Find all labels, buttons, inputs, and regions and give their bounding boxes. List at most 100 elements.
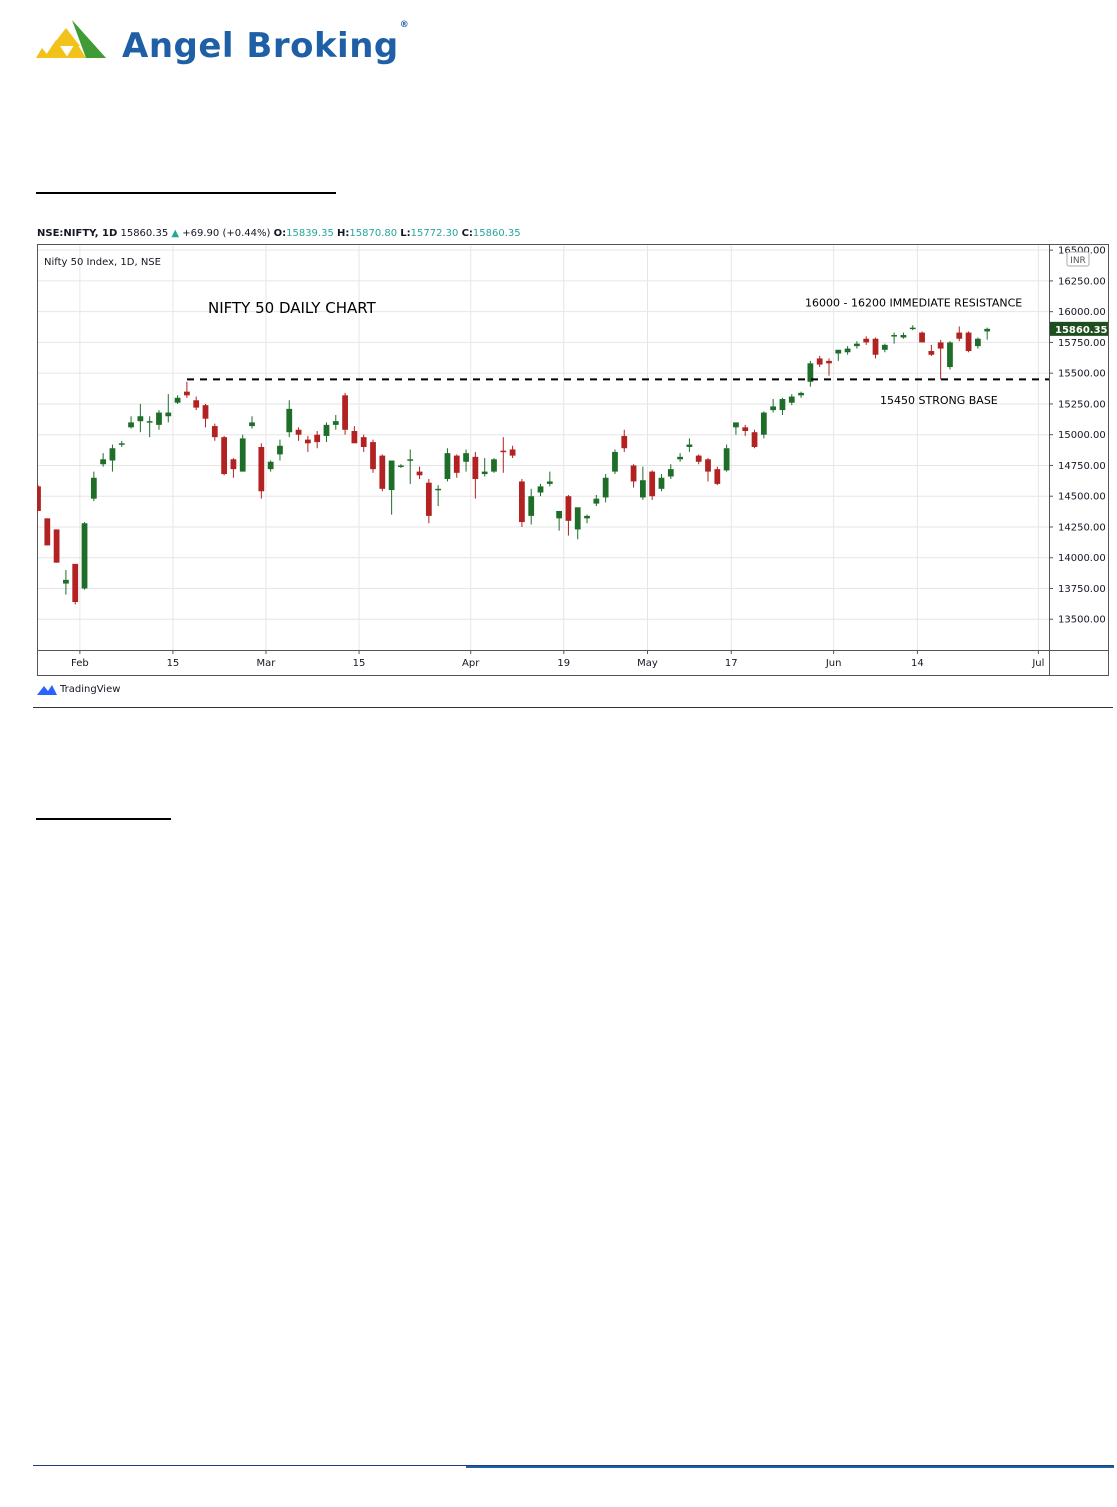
candle bbox=[165, 394, 172, 423]
candle-body bbox=[723, 448, 730, 471]
candle bbox=[974, 337, 981, 349]
nifty-candlestick-chart[interactable]: Nifty 50 Index, 1D, NSE NIFTY 50 DAILY C… bbox=[37, 244, 1109, 676]
chart-title: NIFTY 50 DAILY CHART bbox=[208, 299, 377, 317]
support-annotation: 15450 STRONG BASE bbox=[880, 394, 998, 407]
candle bbox=[937, 339, 944, 380]
candle-body bbox=[658, 477, 665, 489]
candle-body bbox=[751, 432, 758, 447]
open-label: O: bbox=[273, 228, 287, 239]
candle-body bbox=[965, 332, 972, 352]
candle-body bbox=[491, 459, 497, 472]
x-tick-label: 19 bbox=[557, 658, 570, 669]
candle-body bbox=[686, 444, 693, 447]
candle bbox=[854, 341, 860, 349]
y-tick-label: 14750.00 bbox=[1058, 461, 1106, 472]
candle-body bbox=[835, 349, 842, 354]
candle bbox=[593, 494, 600, 507]
candle bbox=[277, 439, 283, 461]
candle-body bbox=[649, 471, 656, 497]
candle bbox=[267, 460, 274, 472]
candle bbox=[137, 403, 144, 433]
candle bbox=[816, 355, 823, 368]
candle-body bbox=[314, 434, 321, 443]
high-label: H: bbox=[337, 228, 350, 239]
candle bbox=[44, 518, 51, 546]
last-price-label: 15860.35 bbox=[1055, 325, 1108, 336]
candle-body bbox=[984, 328, 991, 332]
candle bbox=[602, 474, 609, 503]
candle-body bbox=[472, 456, 479, 479]
candle-body bbox=[174, 397, 181, 403]
candle-body bbox=[444, 453, 451, 479]
candle-body bbox=[304, 439, 311, 444]
x-tick-label: 17 bbox=[725, 658, 738, 669]
candle-body bbox=[537, 486, 544, 493]
candle bbox=[63, 570, 69, 595]
x-tick-label: Mar bbox=[257, 658, 277, 669]
candle bbox=[472, 451, 479, 499]
candle bbox=[621, 429, 628, 452]
candle-body bbox=[398, 465, 404, 467]
section-rule-top bbox=[36, 192, 336, 194]
candle bbox=[53, 529, 60, 563]
footer-accent-rule bbox=[466, 1466, 1114, 1468]
candle-body bbox=[267, 461, 274, 470]
candle-body bbox=[733, 422, 739, 428]
candle-body bbox=[63, 579, 69, 584]
candle bbox=[788, 394, 795, 406]
candle bbox=[537, 483, 544, 497]
tradingview-brand[interactable]: TradingView bbox=[37, 683, 120, 695]
candle-body bbox=[221, 437, 227, 475]
candle-body bbox=[928, 351, 935, 355]
candle-body bbox=[500, 450, 507, 453]
candle-body bbox=[453, 455, 460, 473]
candle-body bbox=[667, 469, 674, 477]
candle bbox=[491, 458, 497, 473]
candle-body bbox=[146, 421, 153, 423]
candle-body bbox=[900, 335, 907, 338]
candle bbox=[677, 453, 683, 462]
candle bbox=[360, 434, 367, 452]
candle-body bbox=[351, 431, 358, 444]
candle bbox=[258, 443, 265, 499]
x-tick-label: Jul bbox=[1031, 658, 1044, 669]
candle bbox=[519, 478, 525, 527]
candle-body bbox=[565, 496, 572, 521]
y-tick-label: 16250.00 bbox=[1058, 276, 1106, 287]
candle-body bbox=[630, 465, 637, 482]
candle-body bbox=[128, 422, 134, 428]
candle bbox=[379, 454, 386, 492]
candle bbox=[239, 434, 246, 472]
candle-body bbox=[202, 405, 209, 419]
candle bbox=[295, 427, 302, 441]
candle bbox=[332, 415, 339, 430]
candle bbox=[965, 331, 972, 353]
candle bbox=[630, 464, 637, 488]
candle bbox=[742, 424, 749, 436]
candle-body bbox=[53, 529, 60, 563]
candle-body bbox=[388, 460, 395, 491]
candle-body bbox=[519, 481, 525, 523]
candle bbox=[500, 437, 507, 473]
candle-body bbox=[332, 421, 339, 425]
candle-body bbox=[844, 348, 851, 353]
x-tick-label: 15 bbox=[353, 658, 366, 669]
candle bbox=[956, 326, 963, 342]
registered-mark: ® bbox=[399, 19, 410, 30]
candle-body bbox=[156, 412, 162, 425]
candle bbox=[723, 444, 730, 472]
last-price: 15860.35 bbox=[120, 228, 169, 239]
candle bbox=[221, 435, 227, 476]
y-tick-label: 15750.00 bbox=[1058, 338, 1106, 349]
candle bbox=[984, 327, 991, 340]
candle-body bbox=[379, 455, 386, 489]
high-value: 15870.80 bbox=[349, 228, 398, 239]
candle bbox=[733, 422, 739, 435]
candle bbox=[37, 485, 41, 511]
candle bbox=[928, 344, 935, 356]
candle bbox=[463, 449, 469, 472]
y-tick-label: 15000.00 bbox=[1058, 430, 1106, 441]
candle-body bbox=[742, 427, 749, 432]
x-tick-label: 15 bbox=[167, 658, 180, 669]
candle bbox=[639, 466, 646, 500]
